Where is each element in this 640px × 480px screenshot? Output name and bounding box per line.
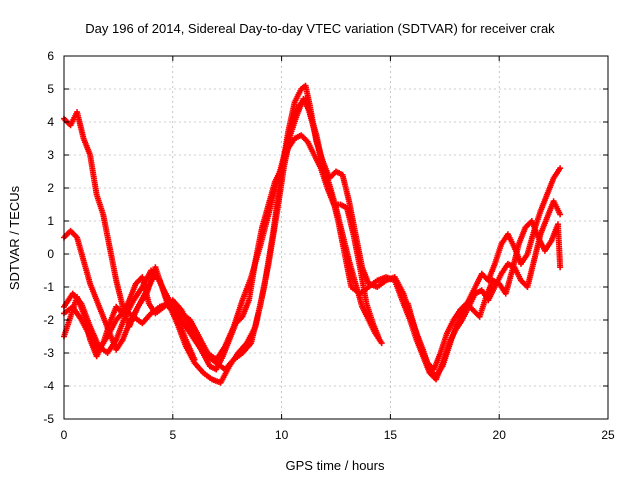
data-point <box>557 165 564 172</box>
x-tick-label: 0 <box>61 428 68 442</box>
x-tick-label: 15 <box>384 428 398 442</box>
axis-ticks: 0 5 10 15 20 25 -5 -4 -3 -2 -1 0 1 2 3 4 5 6 <box>43 49 615 442</box>
data-marks <box>61 82 564 386</box>
data-point <box>557 264 564 271</box>
series-track-5 <box>404 218 564 373</box>
y-tick-label: 5 <box>47 82 54 96</box>
data-point <box>191 356 198 363</box>
x-tick-label: 25 <box>601 428 615 442</box>
y-tick-label: -4 <box>43 379 54 393</box>
y-tick-label: -3 <box>43 346 54 360</box>
x-axis-label: GPS time / hours <box>286 458 385 473</box>
y-tick-label: -2 <box>43 313 54 327</box>
y-tick-label: 2 <box>47 181 54 195</box>
data-point <box>378 340 385 347</box>
y-axis-label: SDTVAR / TECUs <box>7 185 22 290</box>
y-tick-label: 6 <box>47 49 54 63</box>
x-tick-label: 10 <box>275 428 289 442</box>
y-tick-label: -5 <box>43 412 54 426</box>
y-tick-label: 3 <box>47 148 54 162</box>
x-tick-label: 5 <box>169 428 176 442</box>
x-tick-label: 20 <box>493 428 507 442</box>
grid-lines <box>64 56 608 419</box>
chart-title: Day 196 of 2014, Sidereal Day-to-day VTE… <box>85 21 555 36</box>
y-tick-label: 4 <box>47 115 54 129</box>
y-tick-label: 1 <box>47 214 54 228</box>
y-tick-label: 0 <box>47 247 54 261</box>
data-point <box>557 211 564 218</box>
series-track-6 <box>61 300 198 363</box>
y-tick-label: -1 <box>43 280 54 294</box>
plot-frame <box>63 55 609 420</box>
